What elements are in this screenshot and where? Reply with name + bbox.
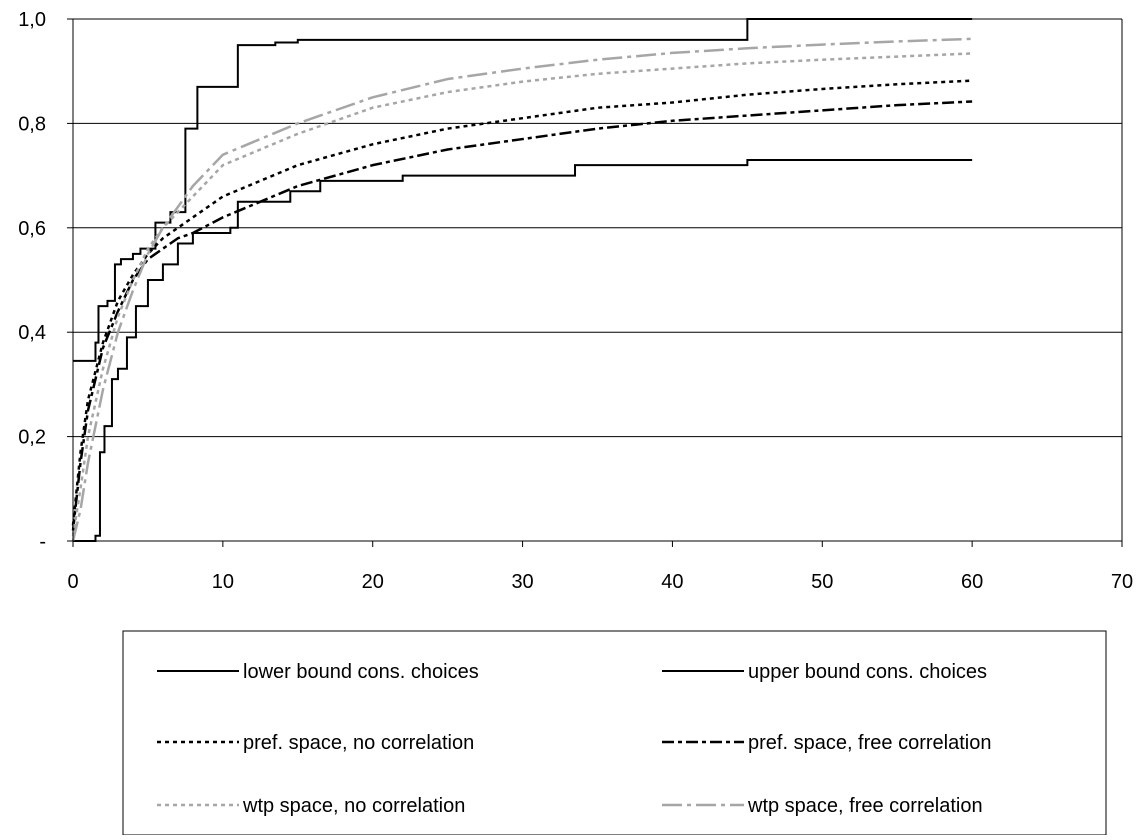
series-line-6 bbox=[71, 37, 973, 542]
grid-layer bbox=[73, 18, 1122, 438]
legend-label: pref. space, free correlation bbox=[748, 732, 991, 754]
series-line-1 bbox=[73, 158, 973, 542]
legend-entry-5: wtp space, no correlation bbox=[157, 795, 465, 817]
series-line-5 bbox=[71, 52, 973, 536]
legend-box bbox=[122, 630, 1107, 836]
legend-label: lower bound cons. choices bbox=[243, 661, 479, 683]
legend-entry-3: pref. space, no correlation bbox=[157, 732, 474, 754]
x-tick-label: 30 bbox=[511, 571, 533, 593]
y-tick-label: 0,6 bbox=[18, 218, 46, 240]
legend-entry-4: pref. space, free correlation bbox=[662, 732, 991, 754]
x-tick-label: 40 bbox=[661, 571, 683, 593]
x-tick-label: 20 bbox=[362, 571, 384, 593]
legend-entry-6: wtp space, free correlation bbox=[662, 795, 983, 817]
legend-entry-1: lower bound cons. choices bbox=[157, 661, 479, 683]
legend-entry-2: upper bound cons. choices bbox=[662, 661, 987, 683]
y-tick-label: 0,4 bbox=[18, 322, 46, 344]
y-tick-label: 0,8 bbox=[18, 113, 46, 135]
series-layer bbox=[71, 18, 973, 542]
y-tick-label: 0,2 bbox=[18, 427, 46, 449]
x-tick-label: 70 bbox=[1111, 571, 1133, 593]
legend-label: wtp space, free correlation bbox=[747, 795, 983, 817]
x-tick-label: 0 bbox=[67, 571, 78, 593]
axis-layer: - 0,2 0,4 0,6 0,8 1,0 0 10 20 30 40 50 60 70 bbox=[18, 9, 1133, 593]
series-line-3 bbox=[71, 79, 973, 526]
legend-label: wtp space, no correlation bbox=[242, 795, 465, 817]
series-line-2 bbox=[73, 18, 973, 362]
series-line-4 bbox=[71, 100, 973, 531]
y-tick-label: - bbox=[39, 531, 46, 553]
x-tick-label: 50 bbox=[811, 571, 833, 593]
x-tick-label: 10 bbox=[212, 571, 234, 593]
legend: lower bound cons. choices upper bound con… bbox=[122, 630, 1107, 836]
x-tick-label: 60 bbox=[961, 571, 983, 593]
legend-label: pref. space, no correlation bbox=[243, 732, 474, 754]
y-tick-label: 1,0 bbox=[18, 9, 46, 31]
legend-label: upper bound cons. choices bbox=[748, 661, 987, 683]
